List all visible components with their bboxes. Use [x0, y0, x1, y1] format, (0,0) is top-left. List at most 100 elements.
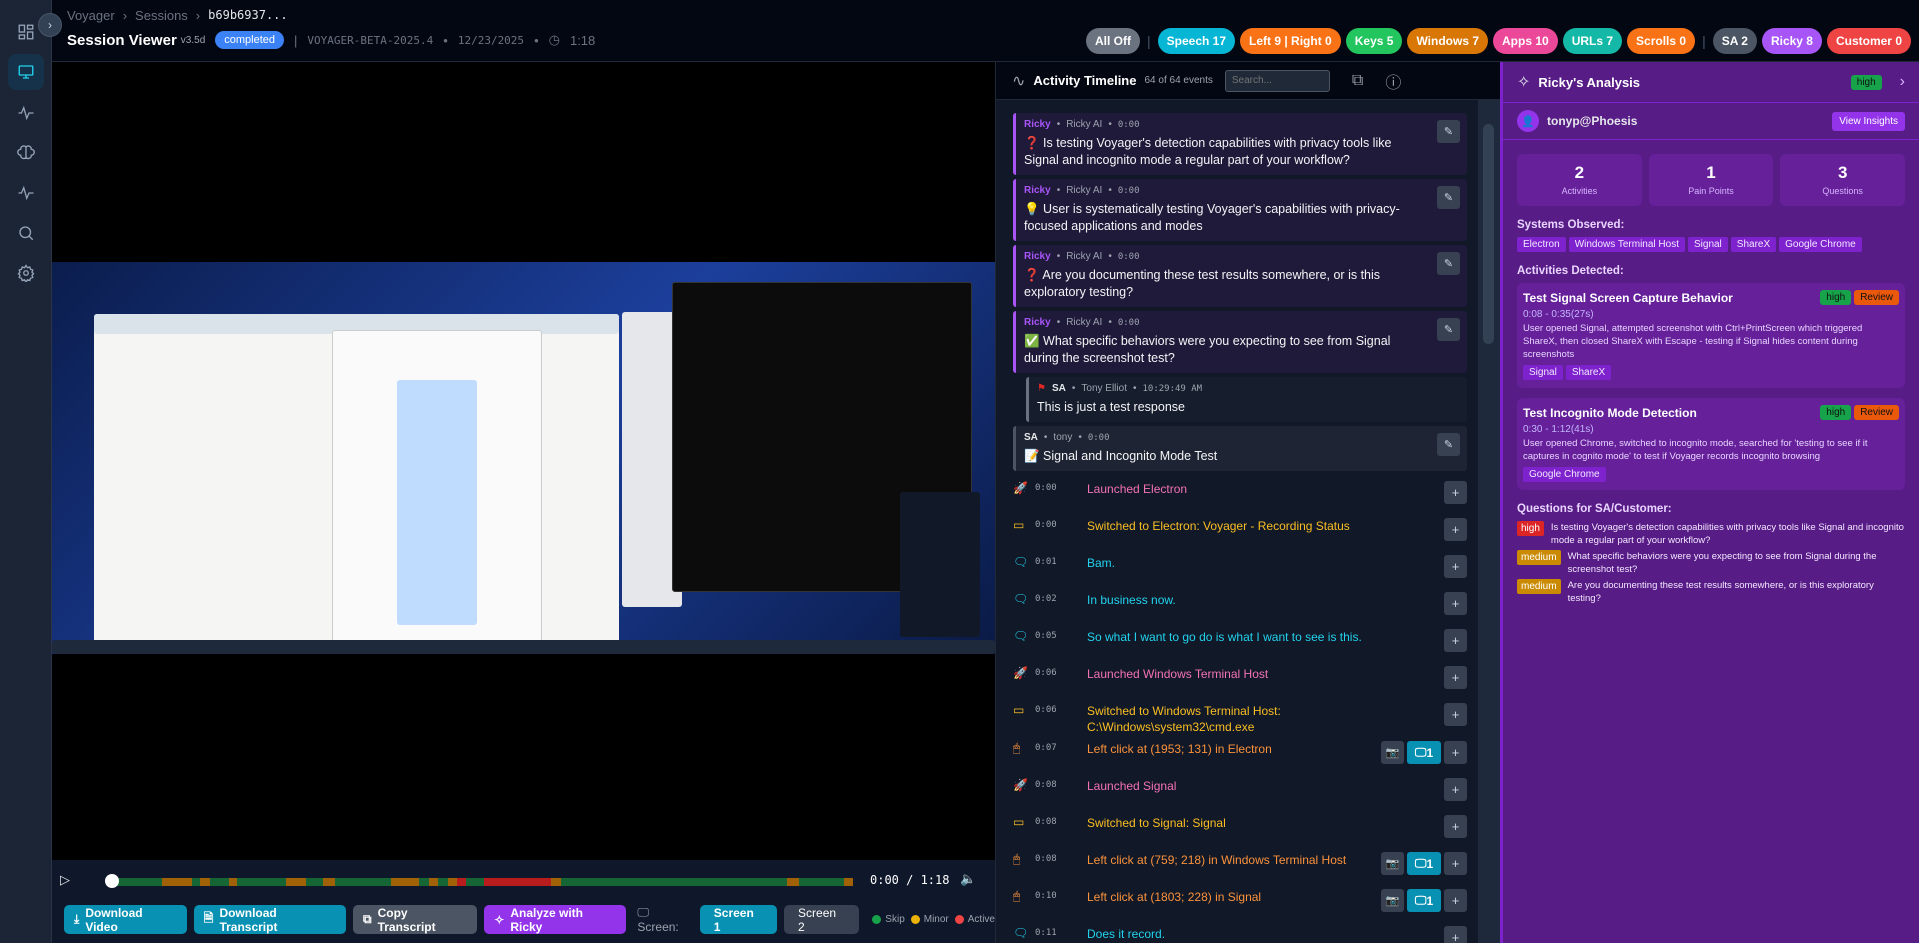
question-text: What specific behaviors were you expecti… [1567, 551, 1877, 575]
timeline-event[interactable]: 🖱 0:07 Left click at (1953; 131) in Electr… [1013, 735, 1467, 772]
chevron-right-icon[interactable]: › [1899, 73, 1905, 90]
edit-button[interactable]: ✎ [1437, 318, 1460, 341]
system-tag: Signal [1687, 237, 1728, 252]
analyze-with-ricky-button[interactable]: ✧ Analyze with Ricky [484, 905, 627, 934]
speech-bubble-icon: 🗨 [1013, 926, 1029, 940]
confidence-badge: high [1850, 74, 1882, 90]
separator-dot: • [443, 32, 448, 48]
download-transcript-button[interactable]: 🗎 Download Transcript [193, 905, 346, 934]
camera-button[interactable]: 📷 [1381, 741, 1404, 764]
play-icon[interactable]: ▷ [60, 872, 70, 887]
copy-transcript-button[interactable]: ⧉ Copy Transcript [353, 905, 478, 934]
screen-count: 1 [1426, 893, 1434, 908]
filter-chip[interactable]: Left 9 | Right 0 [1240, 28, 1341, 54]
search-icon[interactable] [8, 215, 44, 251]
timeline-event[interactable]: 🗨 0:01 Bam. + [1013, 549, 1467, 586]
dashboard-icon[interactable] [8, 14, 44, 50]
timeline-event[interactable]: ▭ 0:08 Switched to Signal: Signal + [1013, 809, 1467, 846]
brain-icon[interactable] [8, 135, 44, 171]
add-note-button[interactable]: + [1444, 629, 1467, 652]
timeline-search-input[interactable] [1224, 69, 1330, 92]
screen-1-button[interactable]: Screen 1 [699, 905, 778, 934]
screen-button[interactable]: 🖵 1 [1407, 741, 1441, 764]
volume-icon[interactable]: 🔈 [960, 871, 977, 886]
seek-handle[interactable] [104, 874, 119, 888]
activity-description: User opened Chrome, switched to incognit… [1523, 438, 1868, 462]
timeline-segment-minor [286, 878, 307, 886]
note-card: Ricky • Ricky AI • 0:00 💡 User is systematica… [1013, 179, 1467, 241]
add-note-button[interactable]: + [1444, 889, 1467, 912]
event-timestamp: 0:06 [1035, 705, 1057, 715]
filter-chip[interactable]: URLs 7 [1562, 28, 1623, 54]
video-player[interactable] [52, 62, 995, 860]
timeline-event[interactable]: 🚀 0:06 Launched Windows Terminal Host + [1013, 660, 1467, 697]
filter-chip[interactable]: Ricky 8 [1761, 28, 1822, 54]
event-text: Launched Signal [1087, 779, 1177, 793]
gear-icon[interactable] [8, 255, 44, 291]
add-note-button[interactable]: + [1444, 555, 1467, 578]
add-note-button[interactable]: + [1444, 852, 1467, 875]
note-source: Tony Elliot [1081, 383, 1127, 394]
timeline-event[interactable]: 🚀 0:00 Launched Electron + [1013, 475, 1467, 512]
add-note-button[interactable]: + [1444, 741, 1467, 764]
filter-chip[interactable]: Windows 7 [1407, 28, 1488, 54]
event-text: Launched Windows Terminal Host [1087, 667, 1269, 681]
timeline-event[interactable]: 🗨 0:02 In business now. + [1013, 586, 1467, 623]
level-badge: high [1820, 405, 1852, 420]
edit-button[interactable]: ✎ [1437, 120, 1460, 143]
timeline-event[interactable]: ▭ 0:00 Switched to Electron: Voyager - Rec… [1013, 512, 1467, 549]
add-note-button[interactable]: + [1444, 815, 1467, 838]
event-actions: + [1444, 555, 1467, 578]
timeline-event[interactable]: 🖱 0:08 Left click at (759; 218) in Windows… [1013, 846, 1467, 883]
edit-button[interactable]: ✎ [1437, 252, 1460, 275]
timeline-event[interactable]: 🖱 0:10 Left click at (1803; 228) in Signal… [1013, 883, 1467, 920]
note-timestamp: 0:00 [1087, 432, 1110, 443]
info-icon[interactable]: ⓘ [1385, 74, 1402, 92]
camera-button[interactable]: 📷 [1381, 852, 1404, 875]
edit-button[interactable]: ✎ [1437, 433, 1460, 456]
timeline-event[interactable]: 🗨 0:05 So what I want to go do is what I w… [1013, 623, 1467, 660]
add-note-button[interactable]: + [1444, 666, 1467, 689]
add-note-button[interactable]: + [1444, 592, 1467, 615]
filter-chip[interactable]: Keys 5 [1345, 28, 1403, 54]
screen-button[interactable]: 🖵 1 [1407, 852, 1441, 875]
breadcrumb-voyager[interactable]: Voyager [67, 8, 115, 23]
filter-chip[interactable]: Speech 17 [1157, 28, 1236, 54]
separator-dot: • [1108, 119, 1112, 130]
expand-sidebar-button[interactable]: › [38, 13, 62, 37]
monitor-icon[interactable] [8, 54, 44, 90]
note-emoji-icon: 💡 [1024, 202, 1044, 216]
add-note-button[interactable]: + [1444, 778, 1467, 801]
filter-chip[interactable]: Customer 0 [1826, 28, 1911, 54]
add-note-button[interactable]: + [1444, 703, 1467, 726]
screen-button[interactable]: 🖵 1 [1407, 889, 1441, 912]
filter-chip[interactable]: Scrolls 0 [1627, 28, 1696, 54]
note-card: Ricky • Ricky AI • 0:00 ❓ Are you documenting… [1013, 245, 1467, 307]
timeline-event[interactable]: 🗨 0:11 Does it record. + [1013, 920, 1467, 943]
view-insights-button[interactable]: View Insights [1832, 111, 1905, 131]
breadcrumb-sessions[interactable]: Sessions [135, 8, 188, 23]
legend-item: Minor [910, 914, 949, 925]
add-note-button[interactable]: + [1444, 518, 1467, 541]
copy-icon[interactable]: ⧉ [1351, 71, 1364, 89]
screen-2-button[interactable]: Screen 2 [784, 905, 860, 934]
review-button[interactable]: Review [1854, 405, 1899, 420]
browser-tabs [94, 314, 619, 334]
timeline-event[interactable]: 🚀 0:08 Launched Signal + [1013, 772, 1467, 809]
seek-bar[interactable] [104, 874, 853, 888]
pulse-icon[interactable] [8, 175, 44, 211]
activity-icon[interactable] [8, 95, 44, 131]
filter-chip[interactable]: Apps 10 [1493, 28, 1558, 54]
add-note-button[interactable]: + [1444, 481, 1467, 504]
scrollbar[interactable] [1478, 100, 1500, 943]
legend-label: Active [967, 914, 995, 925]
camera-button[interactable]: 📷 [1381, 889, 1404, 912]
add-note-button[interactable]: + [1444, 926, 1467, 943]
filter-chip[interactable]: SA 2 [1712, 28, 1757, 54]
scrollbar-thumb[interactable] [1483, 124, 1494, 344]
download-video-button[interactable]: ⤓ Download Video [64, 905, 187, 934]
timeline-event[interactable]: ▭ 0:06 Switched to Windows Terminal Host: … [1013, 697, 1467, 735]
filter-chip[interactable]: All Off [1086, 28, 1141, 54]
review-button[interactable]: Review [1854, 290, 1899, 305]
edit-button[interactable]: ✎ [1437, 186, 1460, 209]
